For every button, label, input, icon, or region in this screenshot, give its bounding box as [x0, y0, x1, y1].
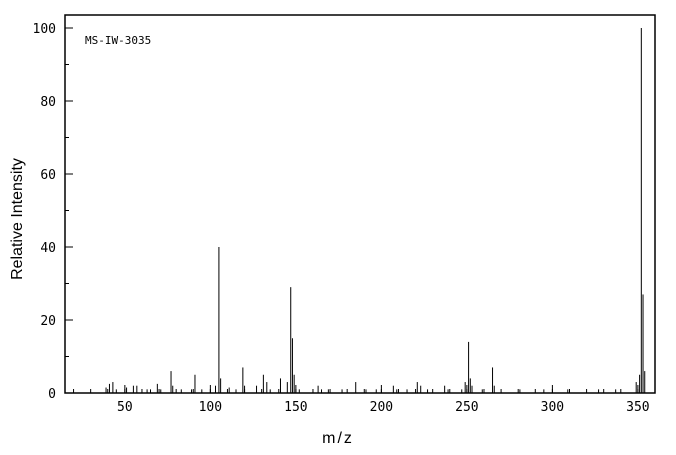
y-axis-title: Relative Intensity: [9, 158, 26, 280]
plot-frame: [64, 14, 656, 394]
x-tick-label: 50: [117, 400, 133, 415]
x-tick-label: 200: [370, 400, 393, 415]
x-tick-label: 100: [199, 400, 222, 415]
y-tick-label: 100: [33, 22, 56, 37]
y-tick-label: 40: [40, 241, 56, 256]
spectrum-id-label: MS-IW-3035: [85, 34, 152, 47]
x-tick-label: 350: [626, 400, 649, 415]
y-tick-label: 0: [48, 387, 56, 402]
x-tick-label: 150: [284, 400, 307, 415]
y-tick-label: 60: [40, 168, 56, 183]
x-axis-title: m/z: [322, 430, 354, 447]
y-tick-label: 20: [40, 314, 56, 329]
x-tick-label: 250: [455, 400, 478, 415]
x-tick-label: 300: [541, 400, 564, 415]
y-tick-label: 80: [40, 95, 56, 110]
